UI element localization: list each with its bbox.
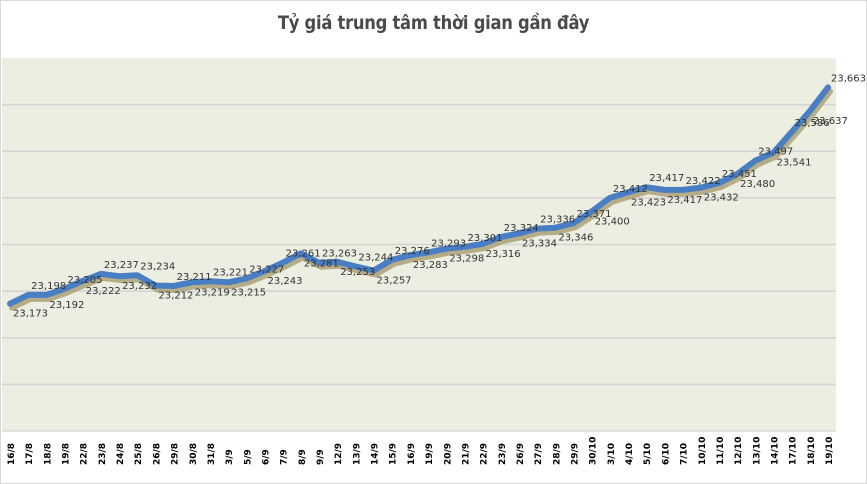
x-tick-label: 22/9 xyxy=(480,443,490,465)
x-tick-label: 26/9 xyxy=(516,443,526,465)
data-label: 23,244 xyxy=(358,252,393,263)
x-tick-label: 28/9 xyxy=(552,443,562,465)
data-label: 23,243 xyxy=(267,276,302,287)
data-label: 23,276 xyxy=(395,246,430,257)
x-tick-label: 6/9 xyxy=(261,449,271,465)
x-tick-label: 13/9 xyxy=(352,443,362,465)
data-label: 23,586 xyxy=(795,118,830,129)
x-tick-label: 13/10 xyxy=(752,437,762,465)
x-tick-label: 19/9 xyxy=(425,443,435,465)
data-label: 23,432 xyxy=(704,193,739,204)
x-tick-label: 19/10 xyxy=(825,437,835,465)
data-label: 23,227 xyxy=(249,265,284,276)
x-tick-label: 10/10 xyxy=(698,437,708,465)
x-tick-label: 17/10 xyxy=(789,437,799,465)
data-label: 23,222 xyxy=(86,286,121,297)
data-label: 23,234 xyxy=(140,261,175,272)
x-tick-label: 24/8 xyxy=(116,443,126,465)
data-label: 23,316 xyxy=(486,249,521,260)
data-label: 23,480 xyxy=(740,179,775,190)
x-tick-label: 26/8 xyxy=(152,443,162,465)
x-tick-label: 12/9 xyxy=(334,443,344,465)
data-label: 23,423 xyxy=(631,197,666,208)
x-tick-label: 6/10 xyxy=(661,443,671,465)
data-label: 23,263 xyxy=(322,249,357,260)
data-label: 23,324 xyxy=(504,223,539,234)
data-label: 23,346 xyxy=(558,233,593,244)
data-label: 23,281 xyxy=(304,258,339,269)
data-label: 23,205 xyxy=(68,275,103,286)
chart-title: Tỷ giá trung tâm thời gian gần đây xyxy=(277,12,590,34)
data-label: 23,237 xyxy=(104,260,139,271)
x-tick-label: 22/8 xyxy=(80,443,90,465)
data-label: 23,221 xyxy=(213,267,248,278)
data-label: 23,412 xyxy=(613,184,648,195)
data-label: 23,261 xyxy=(286,249,321,260)
x-tick-label: 18/10 xyxy=(807,437,817,465)
x-tick-label: 25/8 xyxy=(134,443,144,465)
data-label: 23,336 xyxy=(540,215,575,226)
data-label: 23,637 xyxy=(813,116,848,127)
x-tick-label: 20/9 xyxy=(443,443,453,465)
x-tick-label: 31/8 xyxy=(207,443,217,465)
data-label: 23,497 xyxy=(758,147,793,158)
data-label: 23,417 xyxy=(649,173,684,184)
x-tick-label: 23/8 xyxy=(98,443,108,465)
data-label: 23,451 xyxy=(722,169,757,180)
data-label: 23,232 xyxy=(122,281,157,292)
data-label: 23,253 xyxy=(340,267,375,278)
data-label: 23,215 xyxy=(231,287,266,298)
data-label: 23,541 xyxy=(776,158,811,169)
x-tick-label: 4/10 xyxy=(625,443,635,465)
x-tick-label: 7/10 xyxy=(680,443,690,465)
data-label: 23,293 xyxy=(431,238,466,249)
x-tick-label: 3/9 xyxy=(225,449,235,465)
x-tick-label: 30/10 xyxy=(589,437,599,465)
data-label: 23,663 xyxy=(831,73,866,84)
data-label: 23,400 xyxy=(595,216,630,227)
x-tick-label: 12/10 xyxy=(734,437,744,465)
x-tick-label: 9/9 xyxy=(316,449,326,465)
data-label: 23,283 xyxy=(413,260,448,271)
series-line xyxy=(7,84,831,307)
x-tick-label: 29/9 xyxy=(571,443,581,465)
x-tick-label: 5/10 xyxy=(643,443,653,465)
x-tick-label: 7/9 xyxy=(280,449,290,465)
x-tick-label: 27/9 xyxy=(534,443,544,465)
x-tick-label: 19/8 xyxy=(62,443,72,465)
data-label: 23,192 xyxy=(49,300,84,311)
x-tick-label: 11/10 xyxy=(716,437,726,465)
x-tick-label: 18/8 xyxy=(43,443,53,465)
data-label: 23,422 xyxy=(686,176,721,187)
data-label: 23,173 xyxy=(13,309,48,320)
x-tick-label: 21/9 xyxy=(461,443,471,465)
x-tick-label: 16/9 xyxy=(407,443,417,465)
x-tick-label: 3/10 xyxy=(607,443,617,465)
data-label: 23,257 xyxy=(377,276,412,287)
x-tick-label: 17/8 xyxy=(25,443,35,465)
data-label: 23,211 xyxy=(177,272,212,283)
x-tick-label: 14/9 xyxy=(371,443,381,465)
data-label: 23,212 xyxy=(158,291,193,302)
x-tick-label: 23/9 xyxy=(498,443,508,465)
data-label: 23,334 xyxy=(522,238,557,249)
x-tick-label: 15/9 xyxy=(389,443,399,465)
x-tick-label: 5/9 xyxy=(243,449,253,465)
data-label: 23,371 xyxy=(577,209,612,220)
data-label: 23,198 xyxy=(31,281,66,292)
x-tick-label: 16/8 xyxy=(7,443,17,465)
data-label: 23,219 xyxy=(195,287,230,298)
x-tick-label: 30/8 xyxy=(189,443,199,465)
data-label: 23,301 xyxy=(467,233,502,244)
x-tick-label: 29/8 xyxy=(171,443,181,465)
x-tick-label: 14/10 xyxy=(770,437,780,465)
data-label: 23,298 xyxy=(449,254,484,265)
data-label: 23,417 xyxy=(667,195,702,206)
x-tick-label: 8/9 xyxy=(298,449,308,465)
